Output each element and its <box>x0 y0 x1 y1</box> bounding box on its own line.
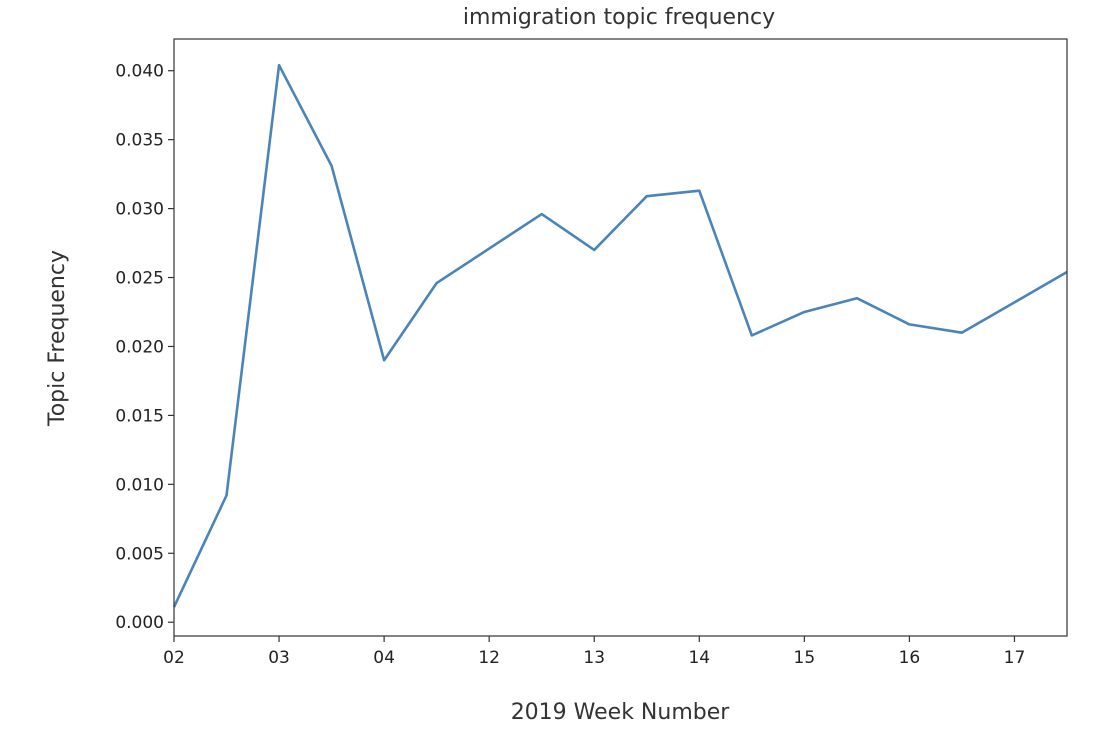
plot-frame <box>173 38 1068 637</box>
x-axis: 02 03 04 12 13 14 15 16 17 <box>163 636 1025 668</box>
x-tick-label: 15 <box>794 648 816 668</box>
y-axis: 0.000 0.005 0.010 0.015 0.020 0.025 0.030 0.035… <box>115 62 174 633</box>
y-tick-label: 0.040 <box>115 62 164 82</box>
x-tick-label: 16 <box>899 648 921 668</box>
x-tick-label: 13 <box>583 648 605 668</box>
y-tick-label: 0.010 <box>115 475 164 495</box>
y-tick-label: 0.015 <box>115 406 164 426</box>
y-axis-label: Topic Frequency <box>45 250 70 427</box>
x-tick-label: 02 <box>163 648 185 668</box>
y-tick-label: 0.000 <box>115 613 164 633</box>
x-tick-label: 14 <box>688 648 710 668</box>
y-tick-label: 0.005 <box>115 544 164 564</box>
x-axis-label: 2019 Week Number <box>511 700 731 725</box>
x-tick-label: 17 <box>1004 648 1026 668</box>
x-tick-label: 04 <box>373 648 395 668</box>
x-tick-label: 12 <box>478 648 500 668</box>
y-tick-label: 0.030 <box>115 200 164 220</box>
series-line <box>172 63 1068 608</box>
x-tick-label: 03 <box>268 648 290 668</box>
y-tick-label: 0.025 <box>115 269 164 289</box>
chart-title: immigration topic frequency <box>463 5 775 30</box>
y-tick-label: 0.035 <box>115 131 164 151</box>
y-tick-label: 0.020 <box>115 337 164 357</box>
plot-area <box>172 63 1068 608</box>
